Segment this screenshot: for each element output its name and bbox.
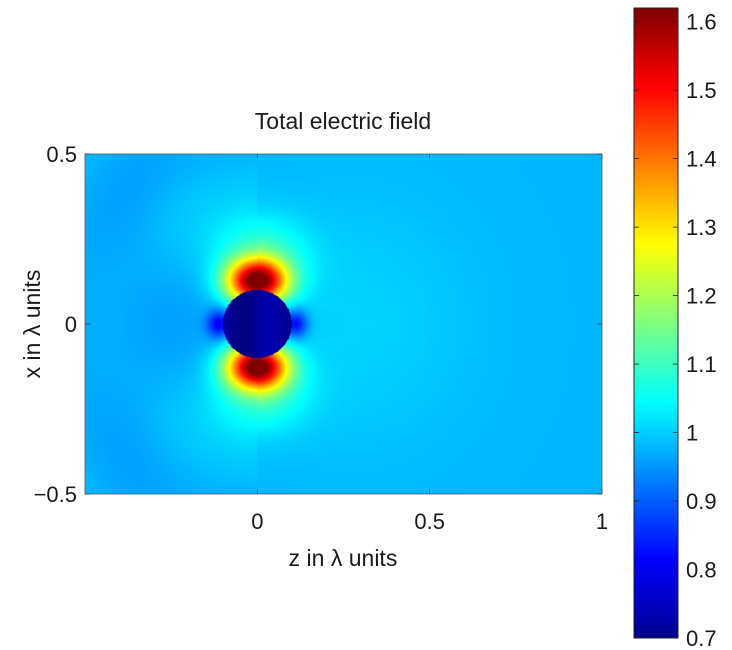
colorbar-tick-label: 1	[686, 421, 698, 446]
x-tick-label: 0.5	[414, 509, 445, 534]
colorbar-tick-label: 1.1	[686, 352, 717, 377]
colorbar-tick-label: 1.4	[686, 147, 717, 172]
colorbar-tick-label: 0.8	[686, 558, 717, 583]
x-axis-label: z in λ units	[289, 545, 398, 571]
y-tick-label: −0.5	[34, 482, 77, 507]
x-tick-label: 0	[251, 509, 263, 534]
y-tick-label: 0.5	[46, 142, 77, 167]
y-axis-ticks: 0.5 0 −0.5	[34, 142, 602, 507]
colorbar: 1.6 1.5 1.4 1.3 1.2 1.1 1 0.9 0.8 0.7	[633, 7, 717, 650]
colorbar-tick-label: 1.5	[686, 78, 717, 103]
colorbar-tick-label: 0.9	[686, 489, 717, 514]
field-heatmap	[85, 154, 602, 494]
chart-title: Total electric field	[255, 108, 431, 134]
colorbar-gradient	[633, 7, 679, 639]
colorbar-ticks: 1.6 1.5 1.4 1.3 1.2 1.1 1 0.9 0.8 0.7	[634, 10, 717, 650]
colorbar-tick-label: 1.6	[686, 10, 717, 35]
y-axis-label: x in λ units	[19, 270, 45, 379]
field-map	[85, 154, 602, 494]
colorbar-tick-label: 1.2	[686, 284, 717, 309]
y-tick-label: 0	[65, 312, 77, 337]
colorbar-tick-label: 0.7	[686, 626, 717, 650]
x-axis-ticks: 0 0.5 1	[251, 154, 608, 534]
colorbar-tick-label: 1.3	[686, 215, 717, 240]
x-tick-label: 1	[596, 509, 608, 534]
